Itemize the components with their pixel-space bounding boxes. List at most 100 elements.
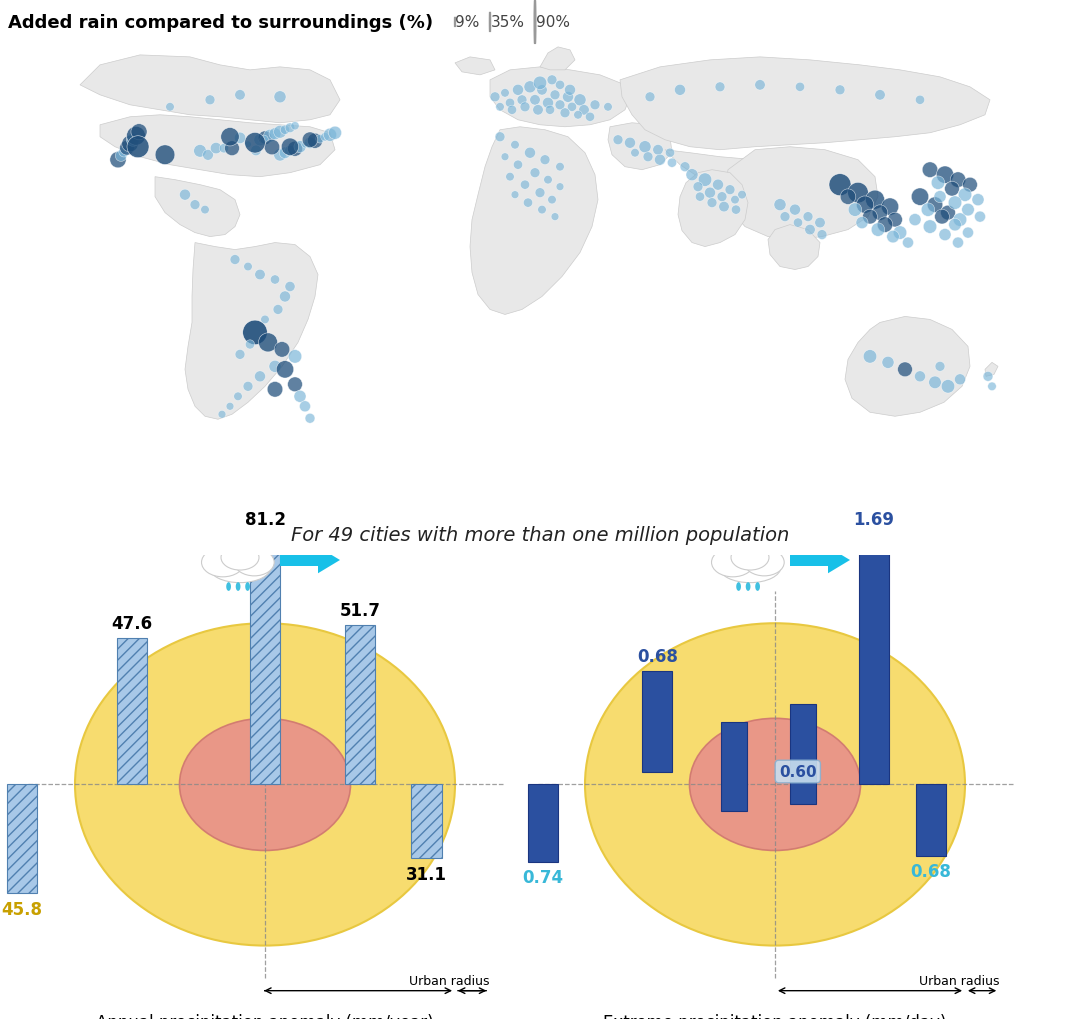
Circle shape [328, 127, 341, 141]
Circle shape [219, 145, 229, 154]
Circle shape [667, 159, 676, 168]
Circle shape [543, 176, 552, 184]
Circle shape [639, 142, 651, 154]
Circle shape [323, 129, 337, 143]
Circle shape [881, 199, 899, 216]
Circle shape [590, 101, 599, 111]
Polygon shape [100, 116, 335, 177]
Circle shape [931, 176, 945, 191]
Circle shape [953, 237, 963, 249]
Bar [791, 705, 816, 805]
Circle shape [789, 205, 800, 216]
Text: 0.68: 0.68 [637, 647, 677, 665]
Circle shape [156, 146, 175, 165]
Circle shape [305, 138, 315, 150]
Text: 45.8: 45.8 [1, 900, 42, 918]
Circle shape [738, 192, 746, 200]
Circle shape [305, 414, 315, 424]
Polygon shape [789, 554, 828, 567]
Circle shape [269, 361, 281, 373]
Circle shape [974, 212, 986, 223]
Polygon shape [678, 170, 748, 248]
Circle shape [511, 142, 519, 150]
Circle shape [942, 380, 955, 393]
Circle shape [573, 111, 582, 120]
Circle shape [291, 122, 299, 130]
Circle shape [274, 342, 289, 358]
Circle shape [950, 173, 966, 189]
Circle shape [179, 190, 190, 201]
Circle shape [299, 401, 311, 413]
Circle shape [863, 210, 877, 225]
Circle shape [119, 148, 130, 158]
Circle shape [875, 91, 886, 101]
Circle shape [220, 128, 239, 147]
Circle shape [255, 372, 266, 382]
Circle shape [958, 189, 972, 202]
Text: 0.74: 0.74 [523, 868, 564, 887]
Circle shape [856, 217, 868, 229]
Circle shape [715, 83, 725, 93]
Circle shape [654, 155, 665, 166]
Circle shape [532, 106, 543, 116]
Circle shape [264, 130, 276, 143]
Text: 9%: 9% [456, 15, 480, 31]
Circle shape [280, 291, 291, 303]
Circle shape [321, 133, 329, 142]
Circle shape [540, 156, 550, 165]
Circle shape [530, 168, 540, 178]
Ellipse shape [585, 624, 966, 946]
Circle shape [548, 197, 556, 205]
Circle shape [882, 357, 894, 369]
Circle shape [665, 149, 675, 158]
Bar [6, 785, 37, 894]
Circle shape [537, 86, 548, 96]
Circle shape [203, 151, 214, 161]
Text: 47.6: 47.6 [111, 614, 152, 632]
Circle shape [285, 123, 295, 133]
Circle shape [273, 306, 283, 315]
Circle shape [201, 206, 210, 215]
Circle shape [211, 144, 221, 155]
Circle shape [255, 270, 266, 280]
Polygon shape [828, 547, 850, 574]
Circle shape [276, 362, 294, 379]
Ellipse shape [235, 583, 241, 591]
Circle shape [903, 237, 914, 249]
Circle shape [525, 148, 536, 159]
Circle shape [273, 150, 286, 162]
Circle shape [294, 391, 306, 403]
Ellipse shape [719, 552, 781, 583]
Ellipse shape [731, 545, 769, 571]
Circle shape [731, 197, 740, 205]
Circle shape [693, 182, 703, 193]
Circle shape [122, 137, 138, 153]
Circle shape [302, 132, 318, 149]
Polygon shape [665, 151, 862, 225]
Ellipse shape [745, 583, 751, 591]
Ellipse shape [226, 583, 231, 591]
Circle shape [567, 103, 577, 112]
Circle shape [731, 206, 741, 215]
Circle shape [877, 218, 893, 233]
Text: Added rain compared to surroundings (%): Added rain compared to surroundings (%) [8, 14, 433, 32]
Text: 35%: 35% [490, 15, 525, 31]
Circle shape [267, 382, 283, 397]
Circle shape [893, 226, 907, 240]
Circle shape [273, 126, 286, 139]
Circle shape [631, 150, 639, 158]
Circle shape [285, 282, 295, 292]
Circle shape [556, 183, 564, 192]
Circle shape [675, 86, 686, 96]
Circle shape [548, 75, 557, 86]
Circle shape [281, 126, 289, 136]
Circle shape [513, 161, 523, 170]
Circle shape [315, 136, 324, 144]
Bar [859, 535, 889, 785]
Ellipse shape [179, 718, 351, 851]
Circle shape [934, 210, 949, 225]
Circle shape [934, 192, 946, 204]
Circle shape [269, 128, 281, 141]
Circle shape [281, 139, 299, 156]
Circle shape [490, 93, 500, 103]
